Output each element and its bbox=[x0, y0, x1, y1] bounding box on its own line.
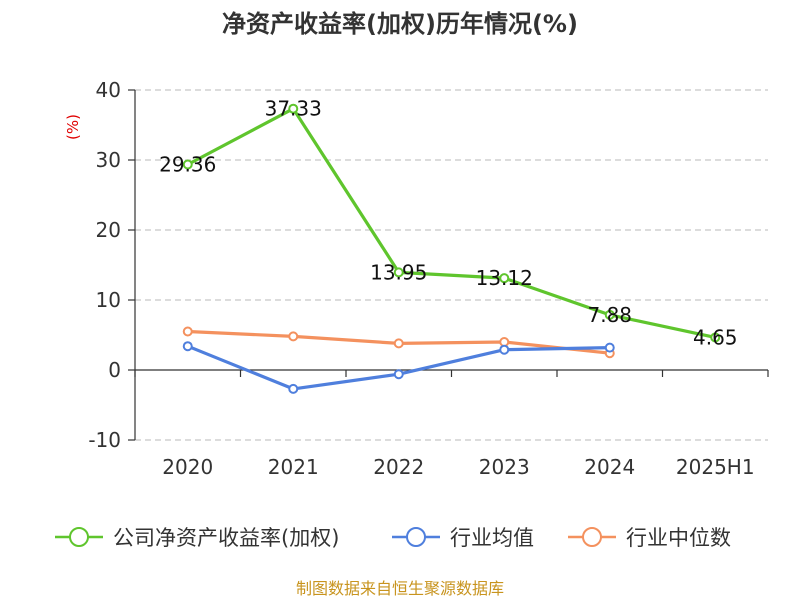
axes: -10 0 10 20 30 40 2020 2021 2022 2023 2024 2025H1 bbox=[88, 78, 769, 479]
data-point[interactable] bbox=[499, 273, 510, 284]
legend-label: 行业均值 bbox=[450, 526, 534, 550]
data-label: 4.65 bbox=[693, 325, 738, 349]
series-line bbox=[187, 344, 610, 391]
x-tick-label: 2022 bbox=[373, 455, 424, 479]
data-point[interactable] bbox=[288, 103, 299, 114]
data-point[interactable] bbox=[182, 326, 193, 337]
legend-marker bbox=[406, 527, 426, 547]
source-note: 制图数据来自恒生聚源数据库 bbox=[296, 579, 504, 598]
data-point[interactable] bbox=[393, 338, 404, 349]
y-tick-label: 30 bbox=[96, 148, 121, 172]
y-tick-label: 10 bbox=[96, 288, 121, 312]
y-tick-label: -10 bbox=[88, 428, 121, 452]
series bbox=[182, 103, 721, 394]
legend-marker bbox=[69, 527, 89, 547]
series-line bbox=[187, 107, 716, 340]
data-label: 13.95 bbox=[370, 260, 427, 284]
data-point[interactable] bbox=[182, 159, 193, 170]
data-point[interactable] bbox=[393, 369, 404, 380]
data-point[interactable] bbox=[393, 267, 404, 278]
data-label: 13.12 bbox=[476, 266, 533, 290]
legend-item[interactable]: 行业中位数 bbox=[568, 526, 731, 550]
legend-marker bbox=[582, 527, 602, 547]
data-point[interactable] bbox=[182, 341, 193, 352]
x-tick-label: 2023 bbox=[479, 455, 530, 479]
data-point[interactable] bbox=[288, 331, 299, 342]
legend[interactable]: 公司净资产收益率(加权) 行业均值 行业中位数 bbox=[55, 526, 731, 550]
data-labels: 29.36 37.33 13.95 13.12 7.88 4.65 bbox=[159, 97, 737, 350]
y-tick-label: 40 bbox=[96, 78, 121, 102]
x-tick-label: 2020 bbox=[162, 455, 213, 479]
x-tick-label: 2021 bbox=[268, 455, 319, 479]
chart-title: 净资产收益率(加权)历年情况(%) bbox=[222, 10, 578, 38]
gridlines bbox=[135, 89, 768, 441]
x-tick-label: 2025H1 bbox=[676, 455, 755, 479]
legend-item[interactable]: 行业均值 bbox=[392, 526, 534, 550]
legend-item[interactable]: 公司净资产收益率(加权) bbox=[55, 526, 339, 550]
series-2 bbox=[182, 326, 615, 359]
series-1 bbox=[182, 341, 615, 394]
legend-label: 行业中位数 bbox=[626, 526, 731, 550]
x-tick-label: 2024 bbox=[584, 455, 635, 479]
series-0 bbox=[182, 103, 721, 343]
data-point[interactable] bbox=[604, 309, 615, 320]
legend-label: 公司净资产收益率(加权) bbox=[113, 526, 339, 550]
data-label: 37.33 bbox=[265, 97, 322, 121]
y-tick-label: 0 bbox=[108, 358, 121, 382]
data-label: 7.88 bbox=[587, 303, 632, 327]
data-point[interactable] bbox=[499, 344, 510, 355]
data-point[interactable] bbox=[710, 332, 721, 343]
y-tick-label: 20 bbox=[96, 218, 121, 242]
data-label: 29.36 bbox=[159, 152, 216, 176]
data-point[interactable] bbox=[604, 342, 615, 353]
data-point[interactable] bbox=[288, 383, 299, 394]
y-axis-unit-label: (%) bbox=[64, 114, 82, 140]
